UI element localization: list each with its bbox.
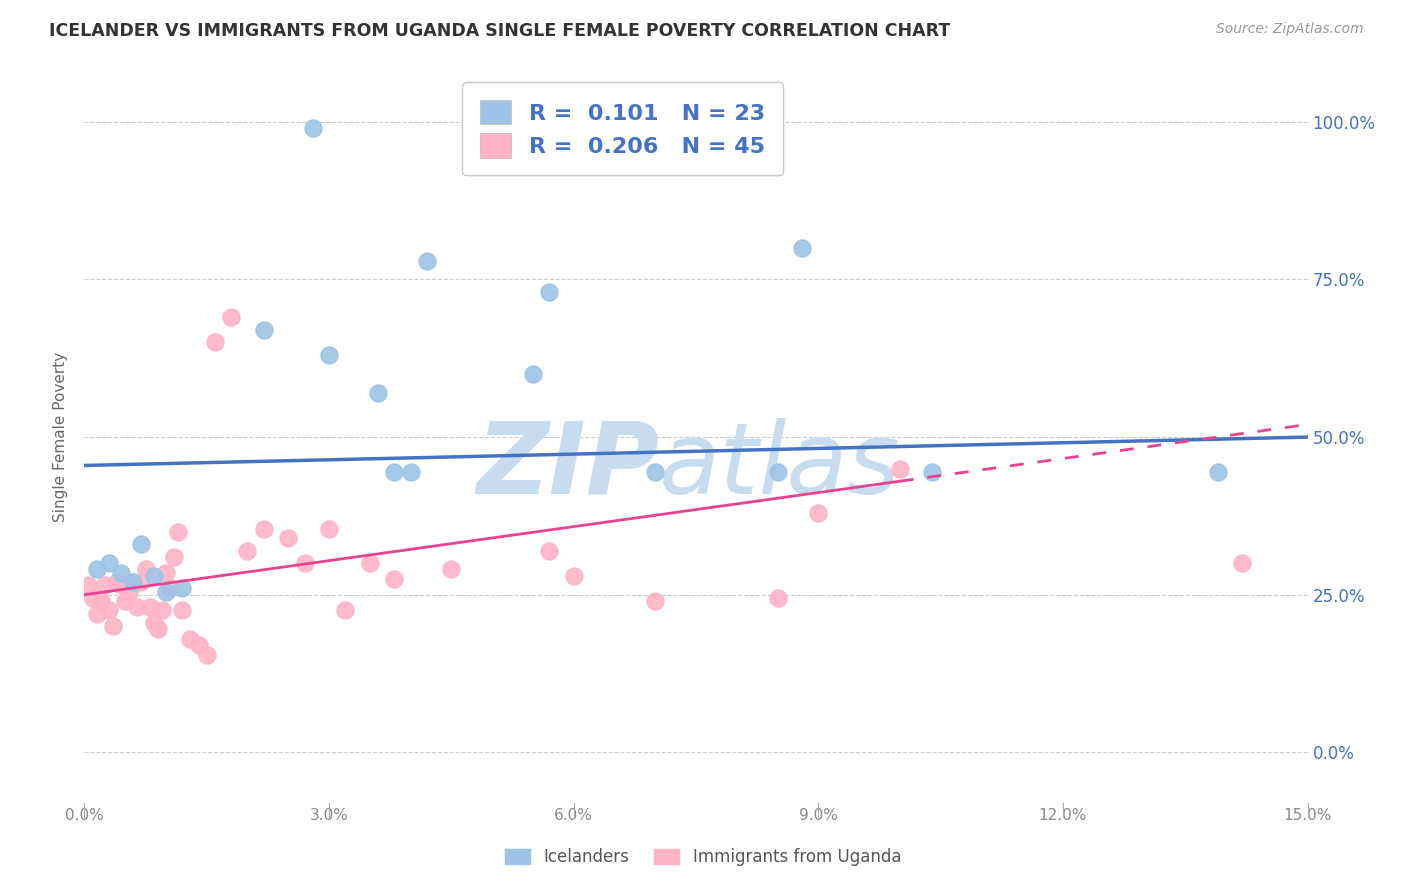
Legend: R =  0.101   N = 23, R =  0.206   N = 45: R = 0.101 N = 23, R = 0.206 N = 45 — [463, 82, 783, 176]
Point — [236, 543, 259, 558]
Point — [318, 521, 340, 535]
Point — [110, 578, 132, 592]
Point — [122, 575, 145, 590]
Point — [538, 285, 561, 299]
Point — [97, 603, 120, 617]
Point — [318, 348, 340, 362]
Point — [131, 575, 153, 590]
Point — [93, 578, 115, 592]
Point — [101, 619, 124, 633]
Point — [142, 569, 165, 583]
Point — [138, 600, 160, 615]
Point — [159, 582, 181, 596]
Point — [105, 575, 128, 590]
Point — [90, 594, 112, 608]
Point — [921, 465, 943, 479]
Point — [766, 591, 789, 605]
Point — [301, 121, 323, 136]
Point — [172, 603, 194, 617]
Point — [416, 253, 439, 268]
Point — [522, 367, 544, 381]
Point — [155, 584, 177, 599]
Point — [277, 531, 299, 545]
Point — [807, 506, 830, 520]
Point — [150, 603, 173, 617]
Text: atlas: atlas — [659, 417, 901, 515]
Point — [889, 461, 911, 475]
Legend: Icelanders, Immigrants from Uganda: Icelanders, Immigrants from Uganda — [496, 840, 910, 875]
Point — [86, 607, 108, 621]
Point — [335, 603, 357, 617]
Point — [644, 465, 666, 479]
Point — [562, 569, 585, 583]
Point — [399, 465, 422, 479]
Point — [382, 465, 405, 479]
Point — [367, 386, 389, 401]
Point — [122, 575, 145, 590]
Point — [146, 623, 169, 637]
Point — [131, 537, 153, 551]
Point — [204, 335, 226, 350]
Point — [440, 562, 463, 576]
Point — [1206, 465, 1229, 479]
Point — [766, 465, 789, 479]
Point — [1232, 556, 1254, 570]
Point — [110, 566, 132, 580]
Point — [187, 638, 209, 652]
Point — [82, 591, 104, 605]
Point — [135, 562, 157, 576]
Point — [114, 594, 136, 608]
Point — [382, 572, 405, 586]
Point — [219, 310, 242, 325]
Point — [77, 578, 100, 592]
Point — [464, 128, 486, 142]
Point — [172, 582, 194, 596]
Point — [294, 556, 316, 570]
Point — [538, 543, 561, 558]
Point — [142, 616, 165, 631]
Text: ICELANDER VS IMMIGRANTS FROM UGANDA SINGLE FEMALE POVERTY CORRELATION CHART: ICELANDER VS IMMIGRANTS FROM UGANDA SING… — [49, 22, 950, 40]
Point — [86, 562, 108, 576]
Point — [163, 549, 186, 564]
Point — [790, 241, 813, 255]
Point — [155, 566, 177, 580]
Point — [359, 556, 381, 570]
Point — [253, 323, 276, 337]
Text: ZIP: ZIP — [477, 417, 659, 515]
Point — [118, 584, 141, 599]
Point — [644, 594, 666, 608]
Point — [97, 556, 120, 570]
Point — [167, 524, 190, 539]
Point — [253, 521, 276, 535]
Point — [195, 648, 218, 662]
Point — [127, 600, 149, 615]
Text: Source: ZipAtlas.com: Source: ZipAtlas.com — [1216, 22, 1364, 37]
Y-axis label: Single Female Poverty: Single Female Poverty — [53, 352, 69, 522]
Point — [179, 632, 201, 646]
